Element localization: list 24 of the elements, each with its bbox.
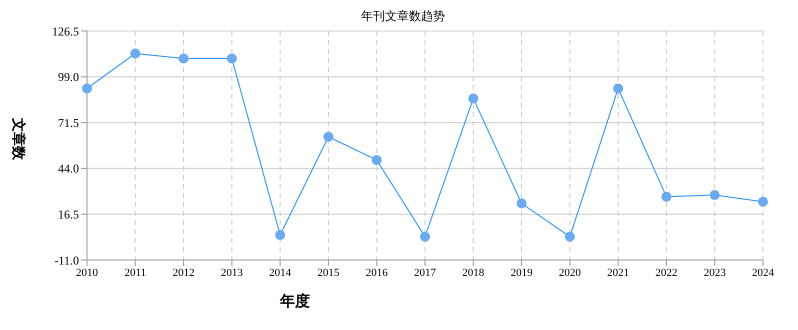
x-tick-label: 2020 (558, 266, 582, 279)
y-tick-label: 99.0 (58, 70, 79, 84)
x-tick-label: 2018 (462, 266, 485, 279)
x-tick-label: 2014 (269, 266, 292, 279)
x-tick-label: 2013 (220, 266, 244, 279)
x-tick-label: 2019 (510, 266, 534, 279)
x-tick-label: 2012 (172, 266, 195, 279)
y-tick-label: 16.5 (58, 207, 79, 222)
y-tick-label: 126.5 (52, 24, 79, 38)
x-tick-label: 2011 (124, 266, 146, 279)
y-tick-label: -11.0 (54, 253, 79, 268)
x-tick-label: 2022 (655, 266, 678, 279)
x-tick-label: 2024 (752, 266, 774, 279)
x-tick-label: 2021 (607, 266, 630, 279)
x-tick-label: 2010 (76, 266, 98, 279)
x-tick-label: 2023 (704, 266, 726, 279)
x-axis-title: 年度 (280, 292, 310, 311)
y-tick-label: 71.5 (58, 116, 79, 130)
x-tick-label: 2015 (317, 266, 340, 279)
x-tick-label: 2017 (414, 266, 436, 279)
x-tick-label: 2016 (366, 266, 388, 279)
chart-title: 年刊文章数趋势 (360, 8, 446, 25)
y-axis-title: 文章数 (9, 117, 27, 162)
y-tick-label: 44.0 (58, 162, 79, 176)
